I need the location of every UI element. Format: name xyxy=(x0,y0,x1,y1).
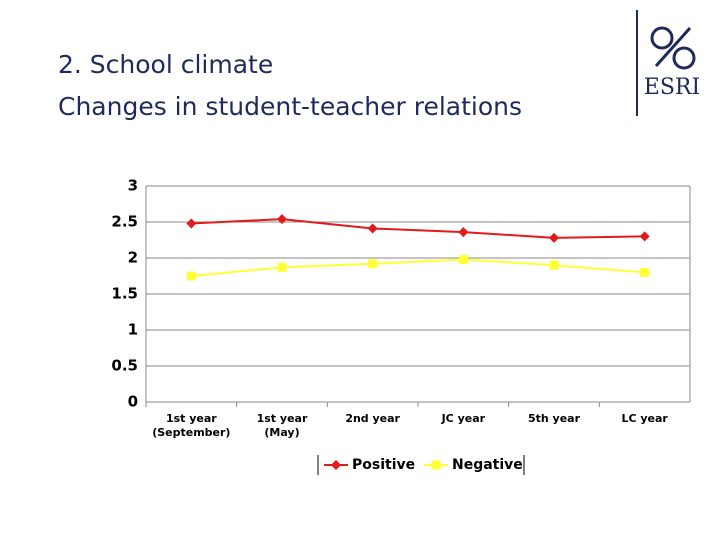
y-tick-label: 2.5 xyxy=(111,213,138,231)
x-tick-label: 1st year (May) xyxy=(256,412,308,439)
y-tick-label: 0.5 xyxy=(111,357,138,375)
marker xyxy=(277,262,287,272)
marker xyxy=(458,227,469,238)
marker xyxy=(549,232,559,243)
marker xyxy=(277,214,287,225)
legend-marker xyxy=(331,460,341,470)
marker xyxy=(368,259,378,269)
logo: ESRI xyxy=(636,10,700,116)
x-tick-label: LC year xyxy=(621,412,668,425)
marker xyxy=(549,260,559,270)
marker xyxy=(186,218,197,229)
legend-marker xyxy=(431,460,441,470)
marker xyxy=(186,271,196,281)
marker xyxy=(640,267,650,277)
slide-subtitle: Changes in student-teacher relations xyxy=(58,92,522,121)
y-tick-label: 0 xyxy=(128,393,138,411)
y-tick-label: 2 xyxy=(128,249,138,267)
x-tick-label: 5th year xyxy=(527,412,581,425)
logo-text: ESRI xyxy=(644,75,700,100)
series-line xyxy=(191,218,645,239)
y-tick-label: 1.5 xyxy=(111,285,138,303)
x-tick-label: 1st year (September) xyxy=(152,412,231,439)
x-tick-label: JC year xyxy=(441,412,486,425)
y-tick-label: 3 xyxy=(128,177,138,195)
legend-label: Positive xyxy=(352,457,415,473)
series-line xyxy=(191,258,645,277)
marker xyxy=(639,231,650,242)
marker xyxy=(367,223,378,234)
marker xyxy=(458,254,468,264)
y-tick-label: 1 xyxy=(128,321,138,339)
slide-title: 2. School climate xyxy=(58,50,273,79)
legend-label: Negative xyxy=(452,457,523,473)
x-tick-label: 2nd year xyxy=(345,412,400,425)
